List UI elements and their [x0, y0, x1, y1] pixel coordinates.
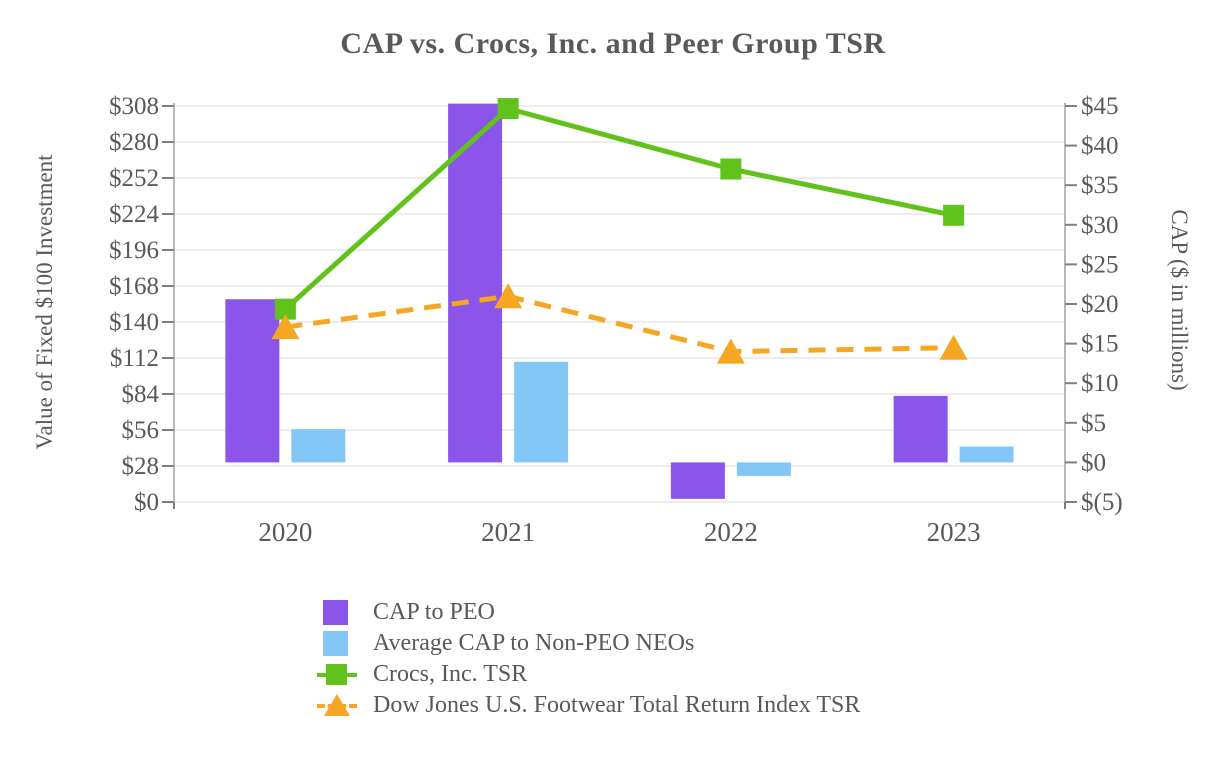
bar-average-cap-to-non-peo-neos: [736, 462, 791, 476]
right-axis-title: CAP ($ in millions): [1167, 209, 1192, 390]
bar-cap-to-peo: [448, 103, 503, 463]
marker-square-crocs-inc-tsr: [274, 298, 296, 320]
bar-cap-to-peo: [225, 299, 280, 463]
tsr-line-crocs-inc-tsr: [283, 105, 955, 312]
tick-label-left: $0: [134, 489, 159, 516]
x-axis-label: 2022: [704, 517, 758, 547]
tick-label-left: $252: [109, 165, 159, 192]
bar-average-cap-to-non-peo-neos: [514, 361, 569, 463]
tick-label-left: $308: [109, 93, 159, 120]
legend-item-cap-to-peo: CAP to PEO: [317, 597, 860, 628]
marker-triangle-dow-jones-u-s-footwear-total-return-index-tsr: [494, 283, 523, 309]
marker-square-crocs-inc-tsr: [720, 158, 742, 180]
legend-label: CAP to PEO: [373, 599, 495, 625]
tick-label-right: $40: [1081, 133, 1119, 160]
marker-triangle-dow-jones-u-s-footwear-total-return-index-tsr: [939, 334, 968, 360]
x-axis-label: 2020: [258, 517, 312, 547]
tick-label-left: $196: [109, 237, 159, 264]
legend-item-crocs-inc-tsr: Crocs, Inc. TSR: [317, 659, 860, 690]
chart-title: CAP vs. Crocs, Inc. and Peer Group TSR: [340, 27, 886, 60]
legend-dashed-line-triangle-icon: [317, 690, 361, 721]
tick-label-left: $28: [122, 453, 160, 480]
bar-cap-to-peo: [893, 395, 948, 463]
tick-label-right: $20: [1081, 291, 1119, 318]
bar-average-cap-to-non-peo-neos: [291, 429, 346, 463]
tick-label-left: $224: [109, 201, 160, 228]
tick-label-left: $280: [109, 129, 159, 156]
tick-label-left: $56: [122, 417, 160, 444]
tick-label-right: $5: [1081, 410, 1106, 437]
tick-label-right: $35: [1081, 172, 1119, 199]
tick-label-right: $15: [1081, 331, 1119, 358]
marker-square-crocs-inc-tsr: [943, 204, 965, 226]
x-axis-label: 2023: [927, 517, 981, 547]
legend-bar-swatch-icon: [317, 628, 361, 659]
legend-item-average-cap-to-non-peo-neos: Average CAP to Non-PEO NEOs: [317, 628, 860, 659]
tick-label-left: $112: [110, 345, 159, 372]
legend-item-dow-jones-u-s-footwear-total-return-index-tsr: Dow Jones U.S. Footwear Total Return Ind…: [317, 690, 860, 721]
marker-square-crocs-inc-tsr: [497, 98, 519, 120]
chart-legend: CAP to PEO Average CAP to Non-PEO NEOs Cro…: [317, 597, 860, 721]
tick-label-right: $45: [1081, 93, 1119, 120]
x-axis-label: 2021: [481, 517, 535, 547]
marker-triangle-dow-jones-u-s-footwear-total-return-index-tsr: [271, 314, 300, 340]
tick-label-right: $(5): [1081, 489, 1123, 516]
bar-average-cap-to-non-peo-neos: [959, 446, 1014, 463]
tick-label-right: $25: [1081, 251, 1119, 278]
legend-line-square-icon: [317, 659, 361, 690]
tick-label-left: $140: [109, 309, 159, 336]
legend-bar-swatch-icon: [317, 597, 361, 628]
legend-label: Average CAP to Non-PEO NEOs: [373, 630, 695, 656]
tick-label-right: $10: [1081, 370, 1119, 397]
legend-label: Crocs, Inc. TSR: [373, 661, 528, 687]
tick-label-right: $30: [1081, 212, 1119, 239]
tsr-line-dow-jones-u-s-footwear-total-return-index-tsr: [285, 293, 954, 355]
tick-label-right: $0: [1081, 449, 1106, 476]
tick-label-left: $84: [122, 381, 160, 408]
legend-label: Dow Jones U.S. Footwear Total Return Ind…: [373, 692, 861, 718]
marker-triangle-dow-jones-u-s-footwear-total-return-index-tsr: [716, 338, 745, 364]
left-axis-title: Value of Fixed $100 Investment: [32, 154, 57, 450]
bar-cap-to-peo: [670, 462, 725, 499]
tick-label-left: $168: [109, 273, 159, 300]
